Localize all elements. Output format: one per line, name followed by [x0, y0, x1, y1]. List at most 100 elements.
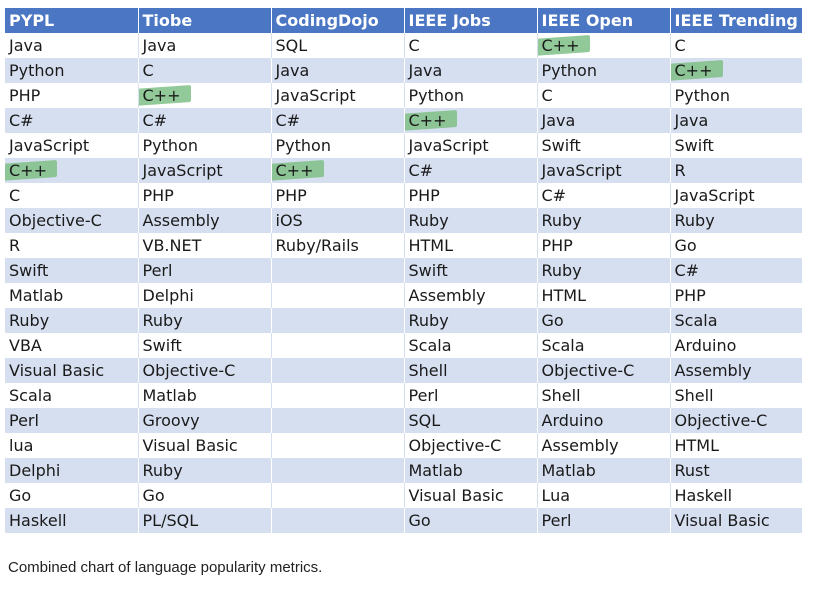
cell-text: JavaScript [275, 86, 356, 105]
table-cell [270, 333, 404, 358]
table-cell: Scala [669, 308, 802, 333]
table-row: JavaScript Python Python JavaScript Swift Swi… [5, 133, 802, 158]
table-cell: C++ [137, 83, 271, 108]
table-cell: C# [669, 258, 802, 283]
table-cell: Go [403, 508, 537, 533]
table-cell: Ruby [403, 308, 537, 333]
cell-text: Ruby/Rails [275, 236, 359, 255]
cell-text: Swift [408, 261, 448, 280]
table-cell: C# [5, 108, 138, 133]
cell-text: Scala [674, 311, 718, 330]
table-cell: C# [536, 183, 670, 208]
cell-text: C [142, 61, 154, 80]
table-row: Scala Matlab Perl Shell Shell [5, 383, 802, 408]
table-cell [270, 458, 404, 483]
table-row: C PHP PHP PHP C# JavaScript [5, 183, 802, 208]
table-cell: Haskell [669, 483, 802, 508]
cell-text: Objective-C [408, 436, 502, 455]
cell-text: Matlab [408, 461, 463, 480]
table-row: C# C# C# C++ Java Java [5, 108, 802, 133]
table-cell: Delphi [5, 458, 138, 483]
cell-text: Python [275, 136, 331, 155]
cell-text: Delphi [9, 461, 61, 480]
cell-text: Swift [541, 136, 581, 155]
cell-text: Swift [674, 136, 714, 155]
cell-text: Python [541, 61, 597, 80]
table-cell: Ruby/Rails [270, 233, 404, 258]
table-cell: Swift [669, 133, 802, 158]
table-cell: Shell [536, 383, 670, 408]
table-cell: Haskell [5, 508, 138, 533]
table-cell: Java [536, 108, 670, 133]
table-cell: C# [403, 158, 537, 183]
table-cell: Matlab [403, 458, 537, 483]
cell-text: Shell [541, 386, 581, 405]
table-cell: SQL [270, 33, 404, 58]
table-cell: C++ [5, 158, 138, 183]
cell-text: Python [408, 86, 464, 105]
table-cell: Matlab [536, 458, 670, 483]
table-row: PHP C++ JavaScript Python C Python [5, 83, 802, 108]
table-cell: Swift [536, 133, 670, 158]
table-cell: Perl [137, 258, 271, 283]
column-header: CodingDojo [270, 8, 404, 33]
table-cell: Visual Basic [669, 508, 802, 533]
column-header: PYPL [5, 8, 138, 33]
table-cell: Matlab [137, 383, 271, 408]
table-row: Java Java SQL C C++ C [5, 33, 802, 58]
cell-text: Visual Basic [408, 486, 504, 505]
highlighted-cell-text: C++ [674, 61, 713, 80]
table-cell: HTML [536, 283, 670, 308]
cell-text: HTML [408, 236, 454, 255]
cell-text: Java [9, 36, 43, 55]
table-cell: Go [5, 483, 138, 508]
table-cell: C [403, 33, 537, 58]
cell-text: Objective-C [142, 361, 236, 380]
table-cell: PHP [5, 83, 138, 108]
table-cell [270, 508, 404, 533]
table-cell: Python [270, 133, 404, 158]
cell-text: C [674, 36, 686, 55]
table-cell: R [669, 158, 802, 183]
cell-text: PHP [408, 186, 440, 205]
cell-text: Ruby [9, 311, 50, 330]
cell-text: Arduino [674, 336, 737, 355]
cell-text: JavaScript [408, 136, 489, 155]
table-cell: C++ [403, 108, 537, 133]
cell-text: Go [541, 311, 564, 330]
table-cell: Java [270, 58, 404, 83]
cell-text: VBA [9, 336, 42, 355]
table-cell: C++ [669, 58, 802, 83]
cell-text: Objective-C [9, 211, 102, 230]
table-cell: Perl [536, 508, 670, 533]
table-cell: JavaScript [536, 158, 670, 183]
table-row: Go Go Visual Basic Lua Haskell [5, 483, 802, 508]
cell-text: Scala [541, 336, 585, 355]
table-cell [270, 283, 404, 308]
table-caption: Combined chart of language popularity me… [8, 559, 323, 576]
cell-text: Lua [541, 486, 571, 505]
cell-text: Assembly [142, 211, 220, 230]
table-cell [270, 308, 404, 333]
table-cell: Go [669, 233, 802, 258]
cell-text: JavaScript [142, 161, 223, 180]
table-cell: C++ [270, 158, 404, 183]
table-cell: Go [536, 308, 670, 333]
cell-text: PHP [541, 236, 573, 255]
cell-text: PL/SQL [142, 511, 199, 530]
cell-text: Groovy [142, 411, 200, 430]
table-cell: PHP [403, 183, 537, 208]
cell-text: Perl [9, 411, 39, 430]
table-cell [270, 383, 404, 408]
table-cell: HTML [403, 233, 537, 258]
table-cell: Go [137, 483, 271, 508]
cell-text: Ruby [408, 311, 449, 330]
table-cell: PHP [669, 283, 802, 308]
cell-text: Perl [408, 386, 439, 405]
cell-text: Haskell [674, 486, 733, 505]
table-cell: Arduino [536, 408, 670, 433]
cell-text: PHP [674, 286, 706, 305]
highlighted-cell-text: C++ [408, 111, 447, 130]
cell-text: lua [9, 436, 34, 455]
cell-text: R [674, 161, 686, 180]
